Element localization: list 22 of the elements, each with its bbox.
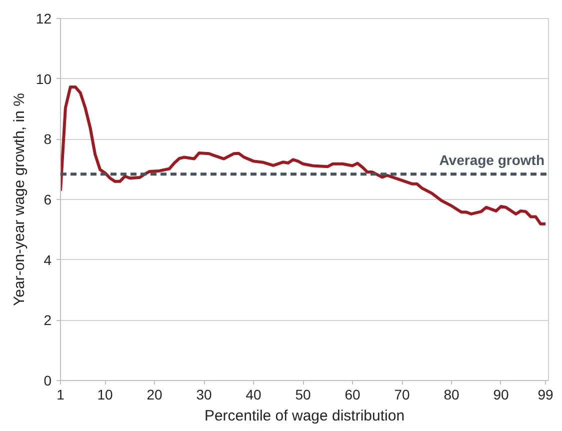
y-axis-title: Year-on-year wage growth, in % [10,93,28,306]
y-tick-label: 0 [44,372,52,388]
ref-line-label: Average growth [439,152,544,168]
line-series [60,85,548,226]
y-tick-label: 6 [44,192,52,208]
x-tick-label: 40 [246,386,262,402]
x-tick-label: 90 [493,386,509,402]
x-axis-title: Percentile of wage distribution [204,408,405,424]
y-tick-label: 10 [36,70,52,87]
x-tick-label: 60 [344,386,361,402]
x-tick-label: 99 [538,386,554,402]
y-tick-label: 8 [44,131,52,148]
x-tick-label: 50 [295,386,312,402]
y-tick-label: 12 [36,10,52,26]
x-tick-label: 1 [56,386,65,402]
x-tick-label: 30 [196,386,212,402]
x-tick-label: 20 [146,386,163,402]
y-tick-label: 4 [44,252,52,268]
y-tick-label: 2 [44,312,52,328]
x-tick-label: 70 [394,386,410,402]
x-tick-label: 10 [97,386,114,402]
x-tick-label: 80 [444,386,460,402]
